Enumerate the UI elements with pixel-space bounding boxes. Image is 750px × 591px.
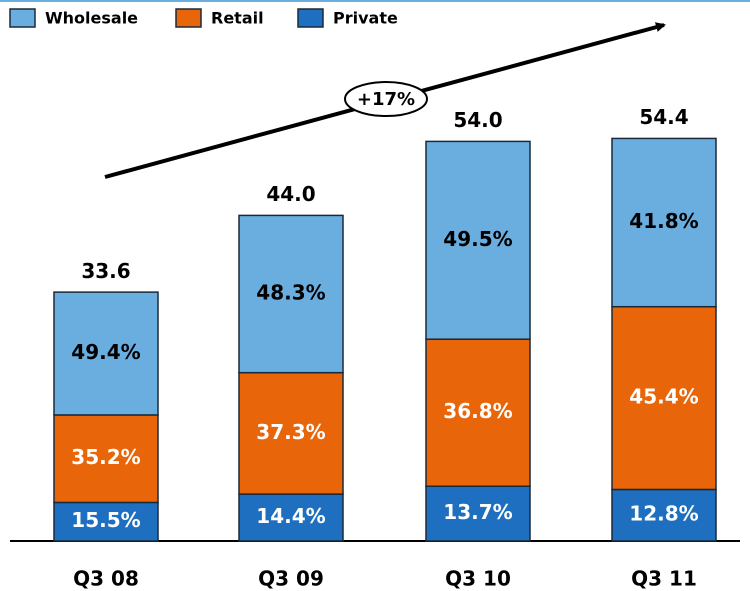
bar-segment: [53, 414, 159, 504]
x-tick-label: Q3 10: [445, 567, 511, 591]
segment-label: 37.3%: [256, 420, 325, 444]
segment-label: 13.7%: [443, 500, 512, 524]
x-tick-label: Q3 11: [631, 567, 697, 591]
total-label: 54.0: [453, 108, 502, 132]
bar-segment: [611, 488, 717, 542]
total-label: 54.4: [639, 105, 688, 129]
legend-swatch: [9, 8, 36, 28]
segment-label: 45.4%: [629, 385, 698, 409]
total-label: 44.0: [266, 182, 315, 206]
legend-label: Retail: [211, 9, 264, 28]
annotation-ellipse: [344, 81, 428, 117]
segment-label: 15.5%: [71, 508, 140, 532]
x-tick-label: Q3 08: [73, 567, 139, 591]
legend-label: Private: [333, 9, 398, 28]
annotation: +17%: [357, 89, 415, 110]
legend-swatch: [175, 8, 202, 28]
bar-segment: [425, 338, 531, 488]
segment-label: 12.8%: [629, 502, 698, 526]
segment-label: 36.8%: [443, 399, 512, 423]
legend-swatch: [297, 8, 324, 28]
legend-label: Wholesale: [45, 9, 138, 28]
total-label: 33.6: [81, 259, 130, 283]
segment-label: 49.4%: [71, 340, 140, 364]
bar-segment: [611, 305, 717, 491]
segment-label: 35.2%: [71, 445, 140, 469]
segment-label: 14.4%: [256, 504, 325, 528]
bar-segment: [238, 214, 344, 374]
bar-segment: [425, 485, 531, 542]
segment-label: 49.5%: [443, 227, 512, 251]
bar-segment: [611, 137, 717, 308]
bar-segment: [238, 371, 344, 495]
segment-label: 48.3%: [256, 281, 325, 305]
segment-label: 41.8%: [629, 209, 698, 233]
bar-segment: [53, 291, 159, 416]
x-tick-label: Q3 09: [258, 567, 324, 591]
bar-segment: [425, 140, 531, 340]
bar-segment: [53, 501, 159, 542]
